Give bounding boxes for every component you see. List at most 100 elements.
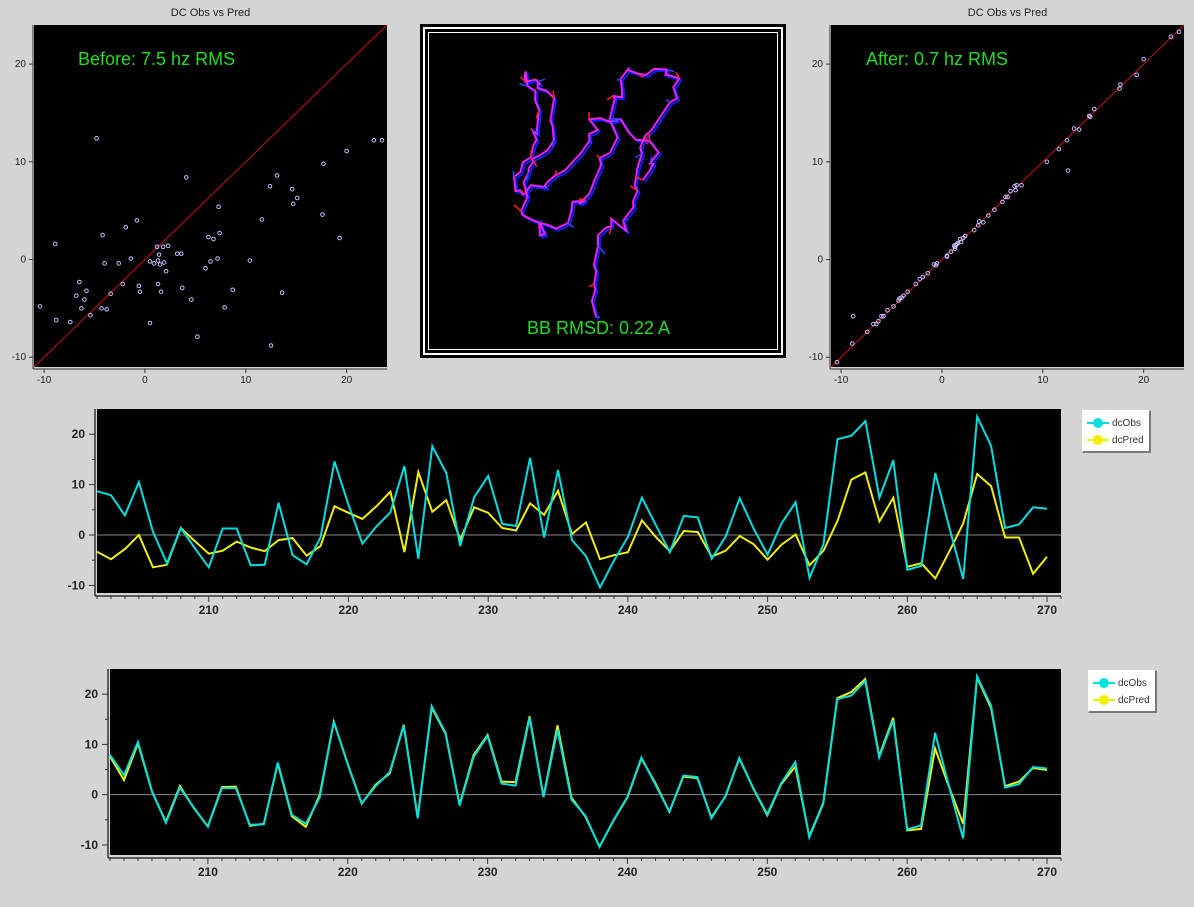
data-point <box>279 290 285 296</box>
x-tick-label: 250 <box>757 865 777 879</box>
data-point <box>885 308 890 313</box>
legend-item-dcpred: dcPred <box>1087 433 1144 447</box>
data-point <box>1013 187 1018 193</box>
plot-area <box>97 409 1061 593</box>
data-point <box>1065 168 1071 173</box>
data-point <box>901 293 906 298</box>
data-point <box>1000 199 1005 205</box>
data-point <box>52 241 58 247</box>
y-tick-label: 20 <box>72 427 86 441</box>
side-chain-bond <box>649 156 653 164</box>
y-tick-label: 10 <box>15 157 27 168</box>
data-point <box>151 261 157 266</box>
side-chain-bond <box>519 82 528 87</box>
backbone-reference-trace <box>514 67 683 320</box>
x-tick-label: 230 <box>478 603 498 617</box>
data-point <box>879 313 884 319</box>
data-point <box>1003 194 1008 200</box>
data-point <box>147 320 153 326</box>
side-chain-bond <box>606 95 614 101</box>
legend-after: dcObs dcPred <box>1088 670 1157 713</box>
data-point <box>834 359 840 365</box>
legend-swatch-dcpred <box>1087 434 1109 446</box>
data-point <box>163 268 169 274</box>
data-point <box>850 313 856 319</box>
data-point <box>1168 34 1174 40</box>
legend-label-dcobs: dcObs <box>1118 677 1147 689</box>
data-point <box>155 281 161 287</box>
data-point <box>158 289 164 295</box>
structure-view[interactable]: BB RMSD: 0.22 A <box>420 24 786 358</box>
data-point <box>217 230 222 236</box>
data-point <box>379 138 385 143</box>
data-point <box>337 235 342 241</box>
legend-item-dcobs: dcObs <box>1087 416 1141 430</box>
data-point <box>289 186 295 192</box>
series-line-dcobs <box>109 672 1048 850</box>
data-point <box>84 288 89 294</box>
data-point <box>371 138 377 143</box>
side-chain-bond <box>635 176 644 181</box>
data-point <box>917 276 923 282</box>
side-chain-bond <box>539 220 543 224</box>
x-tick-label: 220 <box>338 865 358 879</box>
data-point <box>195 334 200 340</box>
before-rms-annotation: Before: 7.5 hz RMS <box>78 49 236 69</box>
bb-rmsd-annotation: BB RMSD: 0.22 A <box>527 318 671 338</box>
line-chart-after: 210 220 230 240 250 260 270 -10 0 10 20 <box>81 669 1062 879</box>
data-point <box>920 274 926 280</box>
data-point <box>849 341 855 346</box>
y-tick-label: 10 <box>85 737 99 751</box>
side-chain-bond <box>596 154 601 159</box>
data-point <box>116 261 122 266</box>
data-point <box>100 232 105 238</box>
x-tick-label: 0 <box>939 375 945 386</box>
chart-title: DC Obs vs Pred <box>968 7 1047 19</box>
data-point <box>160 244 166 250</box>
y-tick-label: 20 <box>812 59 824 70</box>
y-tick-label: 10 <box>72 478 86 492</box>
data-point <box>74 293 79 298</box>
data-point <box>874 321 879 327</box>
data-point <box>247 258 253 263</box>
data-point <box>88 312 93 318</box>
data-point <box>165 243 171 249</box>
after-rms-annotation: After: 0.7 hz RMS <box>866 49 1009 69</box>
data-point <box>120 281 126 287</box>
x-tick-label: 210 <box>198 865 218 879</box>
y-tick-label: -10 <box>68 578 86 592</box>
scatter-after-chart: DC Obs vs Pred -10 0 10 20 -10 0 10 20 <box>809 7 1185 386</box>
plot-area <box>110 669 1061 855</box>
data-point <box>259 217 265 222</box>
data-point <box>1076 127 1082 132</box>
data-point <box>925 270 931 276</box>
backbone-trace <box>512 65 683 320</box>
side-chain-bond <box>520 76 526 83</box>
y-tick-label: 0 <box>20 255 26 266</box>
scatter-before-panel: DC Obs vs Pred -10 0 10 20 -10 0 10 20 Before: 7… <box>0 0 400 390</box>
data-point <box>268 343 274 348</box>
data-point <box>68 319 73 325</box>
legend-swatch-dcpred <box>1093 694 1115 706</box>
data-point <box>881 313 886 319</box>
data-point <box>53 317 59 323</box>
side-chain-bond <box>529 149 533 158</box>
data-point <box>82 297 87 302</box>
identity-line <box>33 24 388 368</box>
x-tick-label: 230 <box>478 865 498 879</box>
x-tick-label: 260 <box>897 865 917 879</box>
data-point <box>891 304 896 309</box>
side-chain-bond <box>666 68 675 73</box>
y-tick-label: 10 <box>812 157 824 168</box>
line-chart-before-panel: 210 220 230 240 250 260 270 -10 0 10 20 <box>50 400 1074 630</box>
data-point <box>975 223 981 228</box>
side-chain-bond <box>637 73 644 79</box>
x-tick-label: 240 <box>617 865 637 879</box>
data-point <box>79 306 84 311</box>
data-point <box>1118 82 1123 87</box>
data-point <box>203 266 208 271</box>
data-point <box>179 285 185 291</box>
structure-frame-inner <box>428 32 778 350</box>
data-point <box>134 218 140 223</box>
side-chain-bond <box>537 78 546 83</box>
